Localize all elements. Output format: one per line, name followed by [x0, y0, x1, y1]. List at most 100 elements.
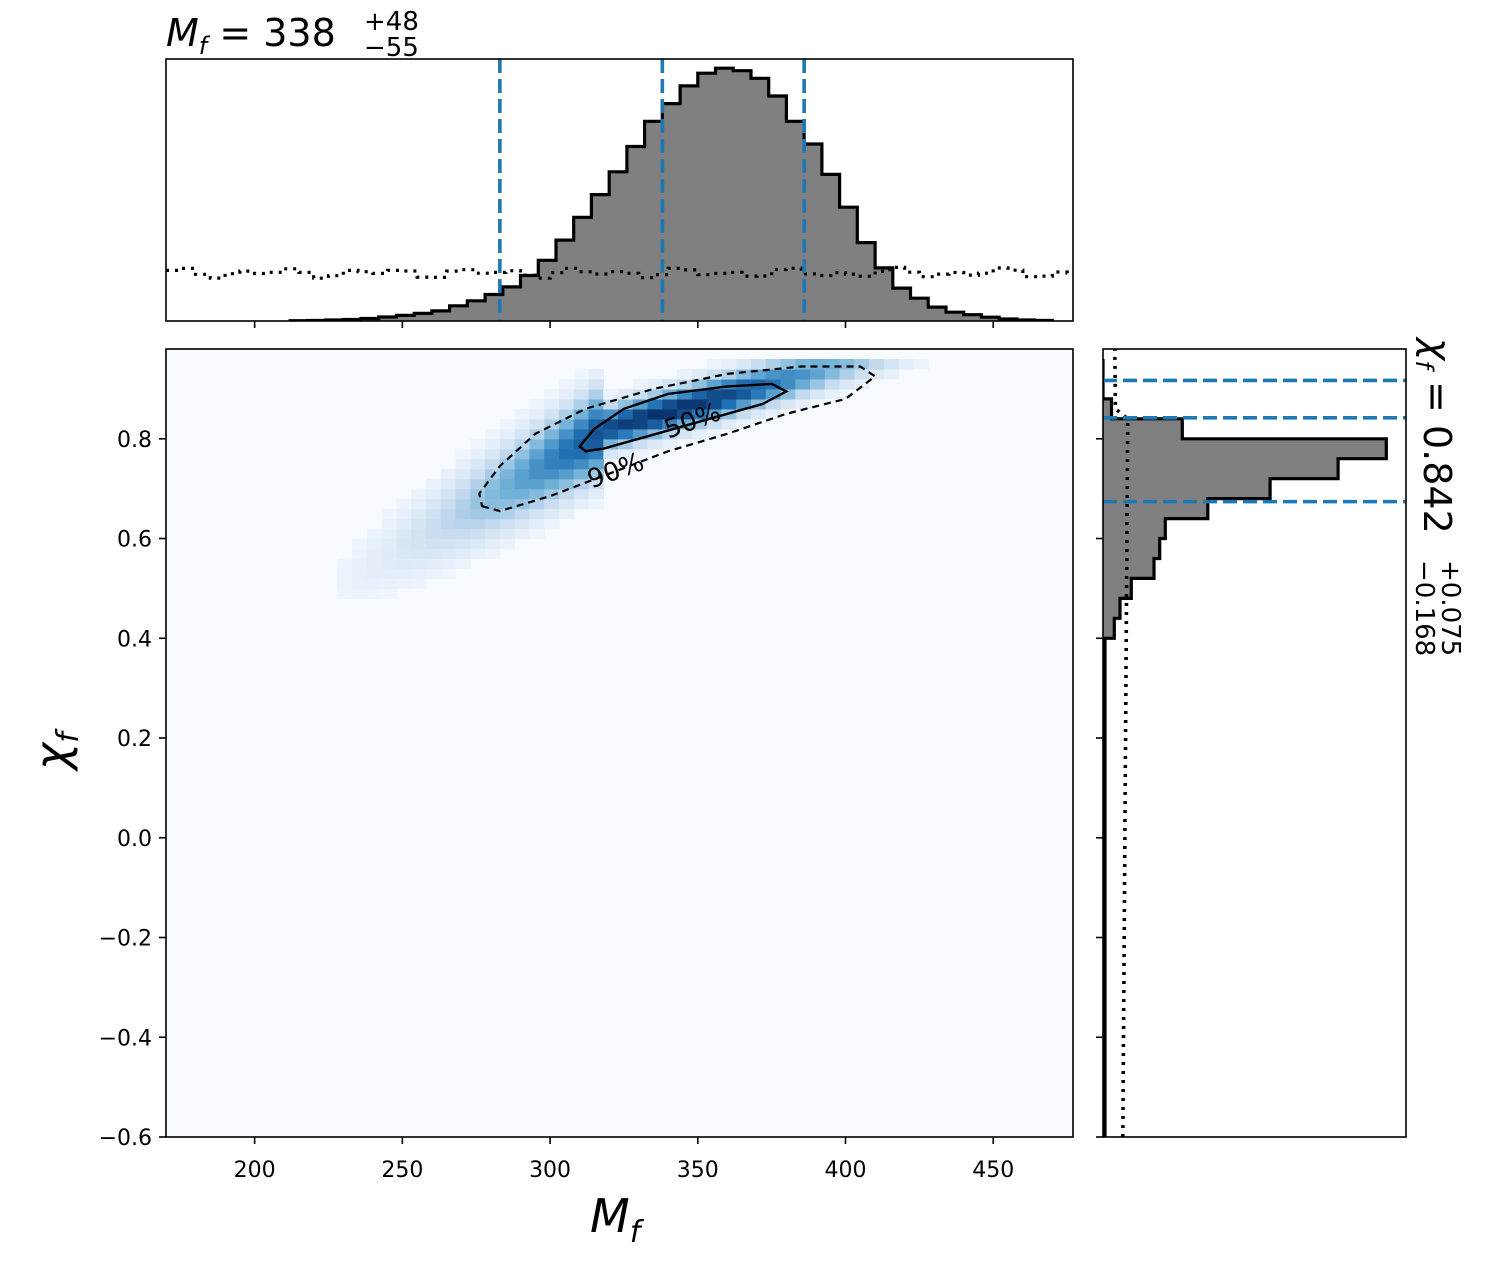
density-cell [647, 438, 663, 450]
density-cell [470, 448, 486, 460]
density-cell [558, 448, 575, 460]
density-cell [795, 359, 811, 370]
y-axis-label: χf [25, 728, 86, 773]
density-cell [573, 408, 590, 420]
density-cell [558, 388, 575, 400]
density-cell [691, 388, 708, 400]
density-cell [691, 398, 708, 410]
density-cell [588, 448, 604, 460]
x-axis-subscript: f [630, 1215, 645, 1250]
chi-marginal-title: χf = 0.842 [1410, 336, 1459, 534]
density-cell [440, 508, 457, 520]
density-cell [499, 488, 516, 500]
density-cell [647, 418, 663, 430]
chi-title-median: 0.842 [1415, 425, 1459, 534]
density-cell [337, 588, 353, 599]
density-cell [677, 378, 693, 390]
density-cell [544, 518, 560, 530]
mf-title-median: 338 [263, 11, 336, 55]
y-tick-label-1: −0.4 [99, 1026, 152, 1051]
density-cell [529, 488, 545, 500]
chi-title-lower-error: −0.168 [1409, 560, 1439, 656]
chi-marginal-frame [1102, 348, 1407, 1138]
density-cell [514, 508, 530, 520]
density-cell [455, 538, 471, 550]
density-cell [470, 478, 486, 490]
density-cell [721, 359, 737, 370]
density-cell [366, 558, 383, 570]
density-cell [455, 508, 471, 520]
chi-title-upper-error: +0.075 [1435, 560, 1465, 656]
density-cell [854, 378, 870, 390]
density-cell [352, 578, 368, 589]
density-cell [810, 378, 826, 390]
density-cell [529, 408, 545, 420]
density-cell [411, 568, 427, 579]
mf-histogram-outline [288, 66, 1054, 321]
density-cell [573, 388, 590, 400]
density-cell [455, 488, 471, 500]
mf-title-upper-error: +48 [364, 7, 419, 37]
density-cell [544, 428, 560, 440]
density-cell [588, 488, 604, 500]
density-cell [721, 398, 737, 410]
density-cell [499, 528, 516, 540]
density-cell [824, 368, 841, 380]
density-cell [839, 359, 855, 370]
density-cell [573, 428, 590, 440]
density-cell [795, 398, 811, 410]
density-cell [824, 359, 841, 370]
density-cell [381, 558, 398, 570]
density-cell [366, 548, 383, 560]
density-cell [514, 478, 530, 490]
density-cell [558, 478, 575, 490]
density-cell [706, 418, 723, 430]
density-cell [499, 508, 516, 520]
contour-50pct [577, 382, 790, 453]
density-cell [396, 498, 412, 510]
density-cell [706, 398, 723, 410]
density-cell [499, 418, 516, 430]
density-cell [485, 438, 501, 450]
density-cell [529, 478, 545, 490]
density-cell [736, 408, 752, 420]
density-cell [470, 438, 486, 450]
density-cell [765, 359, 782, 370]
density-cell [795, 378, 811, 390]
x-tick-label-4: 400 [825, 1158, 867, 1183]
density-cell [352, 538, 368, 550]
density-cell [381, 548, 398, 560]
density-cell [529, 458, 545, 470]
density-cell [381, 588, 398, 599]
density-cell [529, 438, 545, 450]
density-cell [573, 488, 590, 500]
joint-density-panel: 50%90% 200 250 300 350 400 450−0.6−0.4−0.20.0… [25, 348, 1074, 1250]
density-cell [706, 378, 723, 390]
density-cell [765, 408, 782, 420]
density-cell [455, 498, 471, 510]
density-cell [780, 378, 796, 390]
density-cell [440, 528, 457, 540]
density-cell [529, 468, 545, 480]
density-cell [736, 388, 752, 400]
density-cell [366, 588, 383, 599]
density-cell [411, 488, 427, 500]
y-axis-symbol: χ [25, 741, 79, 773]
density-cell [514, 428, 530, 440]
density-cell [426, 568, 442, 579]
density-cell [618, 398, 634, 410]
density-cell [411, 518, 427, 530]
density-cell [588, 458, 604, 470]
density-cell [706, 388, 723, 400]
density-cell [514, 438, 530, 450]
density-cell [411, 538, 427, 550]
density-cell [883, 368, 900, 380]
density-cell [529, 498, 545, 510]
mf-marginal-title: Mf = 338 [166, 11, 336, 60]
density-cell [558, 458, 575, 470]
density-cell [544, 478, 560, 490]
density-cell [558, 438, 575, 450]
density-cell [529, 528, 545, 540]
density-cell [647, 398, 663, 410]
density-cell [544, 448, 560, 460]
